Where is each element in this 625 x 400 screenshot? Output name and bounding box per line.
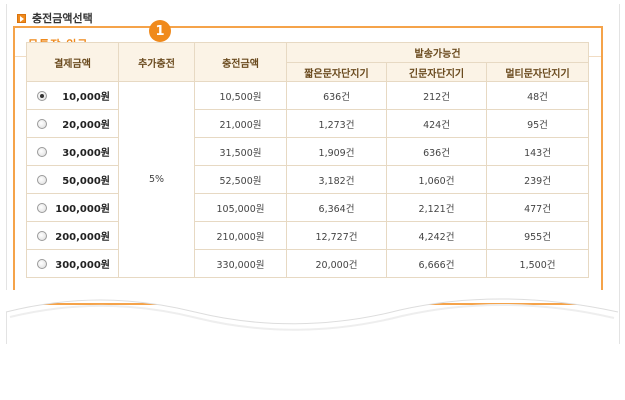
lms-count: 212건 <box>386 81 487 110</box>
sms-count: 12,727건 <box>286 221 387 250</box>
bonus-cell: 5% <box>118 81 195 278</box>
charge-amount: 31,500원 <box>194 137 287 166</box>
payment-cell[interactable]: 300,000원 <box>26 249 119 278</box>
radio-button[interactable] <box>37 90 47 101</box>
mms-count: 239건 <box>485 165 590 194</box>
mms-count: 1,500건 <box>485 249 590 278</box>
header-sms: 짧은문자단지기 <box>286 62 387 82</box>
table-row[interactable]: 30,000원 31,500원 1,909건 636건 143건 <box>26 137 590 166</box>
payment-amount: 50,000원 <box>62 176 110 187</box>
payment-cell[interactable]: 100,000원 <box>26 193 119 222</box>
table-row[interactable]: 300,000원 330,000원 20,000건 6,666건 1,500건 <box>26 249 590 278</box>
table-row[interactable]: 100,000원 105,000원 6,364건 2,121건 477건 <box>26 193 590 222</box>
table-row[interactable]: 200,000원 210,000원 12,727건 4,242건 955건 <box>26 221 590 250</box>
lms-count: 4,242건 <box>386 221 487 250</box>
sms-count: 1,909건 <box>286 137 387 166</box>
payment-amount: 20,000원 <box>62 120 110 131</box>
mms-count: 143건 <box>485 137 590 166</box>
sms-count: 20,000건 <box>286 249 387 278</box>
section-title: 충전금액선택 <box>32 12 93 25</box>
charge-amount: 10,500원 <box>194 81 287 110</box>
payment-cell[interactable]: 50,000원 <box>26 165 119 194</box>
radio-button[interactable] <box>37 146 47 157</box>
charge-amount: 21,000원 <box>194 109 287 138</box>
lms-count: 2,121건 <box>386 193 487 222</box>
header-sendable: 발송가능건 <box>285 42 590 63</box>
charge-amount: 210,000원 <box>194 221 287 250</box>
payment-cell[interactable]: 30,000원 <box>26 137 119 166</box>
orange-arrow-icon <box>17 13 26 23</box>
payment-amount: 100,000원 <box>55 204 110 215</box>
radio-button[interactable] <box>37 258 47 269</box>
radio-button[interactable] <box>37 174 47 185</box>
mms-count: 477건 <box>485 193 590 222</box>
sms-count: 1,273건 <box>286 109 387 138</box>
charge-amount: 52,500원 <box>194 165 287 194</box>
payment-amount: 10,000원 <box>62 92 110 103</box>
radio-button[interactable] <box>37 118 47 129</box>
payment-cell[interactable]: 20,000원 <box>26 109 119 138</box>
payment-amount: 30,000원 <box>62 148 110 159</box>
header-mms: 멀티문자단지기 <box>485 62 590 82</box>
lms-count: 424건 <box>386 109 487 138</box>
torn-paper-edge <box>5 290 619 331</box>
sms-count: 636건 <box>286 81 387 110</box>
payment-cell[interactable]: 200,000원 <box>26 221 119 250</box>
mms-count: 48건 <box>485 81 590 110</box>
lms-count: 6,666건 <box>386 249 487 278</box>
payment-cell[interactable]: 10,000원 <box>26 81 119 110</box>
radio-button[interactable] <box>37 230 47 241</box>
payment-amount: 300,000원 <box>55 260 110 271</box>
mms-count: 95건 <box>485 109 590 138</box>
charge-amount: 105,000원 <box>194 193 287 222</box>
mms-count: 955건 <box>485 221 590 250</box>
lms-count: 636건 <box>386 137 487 166</box>
table-row[interactable]: 10,000원 5% 10,500원 636건 212건 48건 <box>26 81 590 278</box>
header-payment-amount: 결제금액 <box>26 42 119 82</box>
header-charge-amount: 충전금액 <box>194 42 287 82</box>
table-row[interactable]: 50,000원 52,500원 3,182건 1,060건 239건 <box>26 165 590 194</box>
lms-count: 1,060건 <box>386 165 487 194</box>
charge-amount: 330,000원 <box>194 249 287 278</box>
section-header: 충전금액선택 <box>17 10 93 26</box>
radio-button[interactable] <box>37 202 47 213</box>
payment-amount: 200,000원 <box>55 232 110 243</box>
sms-count: 6,364건 <box>286 193 387 222</box>
charge-table: 결제금액 추가충전 충전금액 발송가능건 짧은문자단지기 긴문자단지기 멀티문자… <box>26 42 590 278</box>
header-lms: 긴문자단지기 <box>386 62 487 82</box>
sms-count: 3,182건 <box>286 165 387 194</box>
table-row[interactable]: 20,000원 21,000원 1,273건 424건 95건 <box>26 109 590 138</box>
step-badge: 1 <box>149 20 171 42</box>
header-bonus: 추가충전 <box>118 42 195 82</box>
